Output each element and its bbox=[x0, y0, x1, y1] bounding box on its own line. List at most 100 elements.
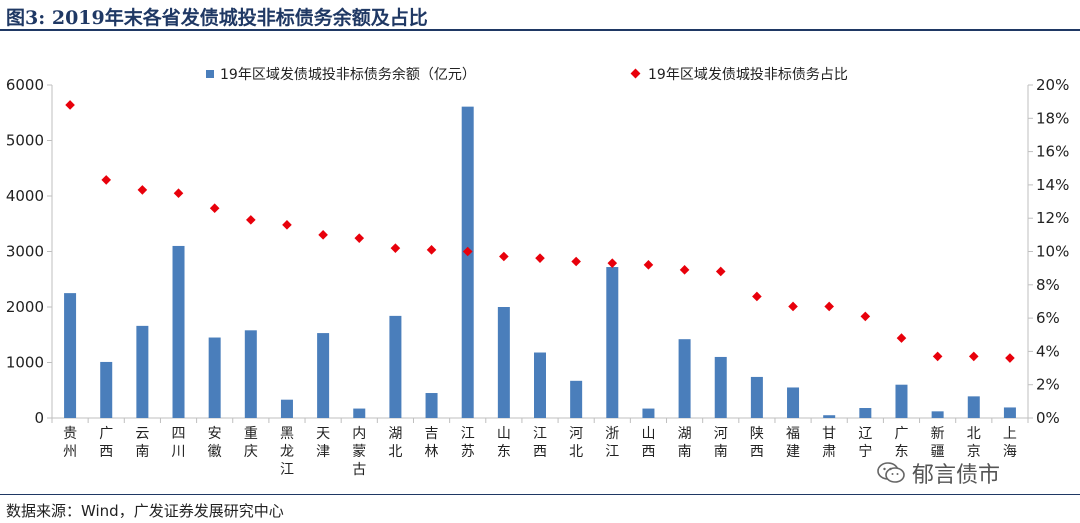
title-divider bbox=[0, 29, 1080, 31]
point-辽宁 bbox=[860, 311, 871, 322]
legend: 19年区域发债城投非标债务余额（亿元） 19年区域发债城投非标债务占比 bbox=[206, 66, 848, 83]
bar-山西 bbox=[642, 408, 655, 418]
bar-福建 bbox=[787, 387, 800, 418]
point-福建 bbox=[788, 301, 798, 312]
legend-bar-swatch bbox=[206, 70, 214, 78]
y-left-tick-label: 4000 bbox=[6, 187, 44, 205]
point-series bbox=[65, 100, 1015, 363]
bar-江苏 bbox=[461, 106, 474, 419]
point-安徽 bbox=[209, 203, 220, 214]
point-江西 bbox=[535, 253, 545, 263]
point-陕西 bbox=[752, 291, 762, 302]
bar-重庆 bbox=[244, 330, 257, 418]
y-right-tick-label: 2% bbox=[1036, 376, 1060, 394]
y-right-tick-label: 4% bbox=[1036, 342, 1060, 360]
x-tick-label-江西: 江西 bbox=[533, 426, 547, 460]
point-山东 bbox=[499, 251, 509, 262]
bar-云南 bbox=[136, 325, 149, 418]
watermark-text: 郁言债市 bbox=[912, 463, 1001, 488]
x-tick-label-重庆: 重庆 bbox=[244, 426, 258, 460]
y-right-tick-label: 14% bbox=[1036, 176, 1069, 194]
x-tick-label-贵州: 贵州 bbox=[63, 426, 77, 460]
chart-title: 图3: 2019年末各省发债城投非标债务余额及占比 bbox=[6, 7, 428, 29]
x-tick-label-湖南: 湖南 bbox=[678, 426, 692, 460]
point-浙江 bbox=[607, 258, 618, 268]
x-tick-label-福建: 福建 bbox=[786, 426, 800, 460]
x-tick-label-黑龙江: 黑龙江 bbox=[280, 426, 294, 478]
x-tick-label-辽宁: 辽宁 bbox=[858, 426, 872, 460]
chart: 19年区域发债城投非标债务余额（亿元） 19年区域发债城投非标债务占比 0 100… bbox=[6, 66, 1070, 478]
bar-山东 bbox=[497, 307, 510, 418]
legend-point-label: 19年区域发债城投非标债务占比 bbox=[648, 67, 848, 83]
y-right-tick-label: 16% bbox=[1036, 143, 1069, 161]
point-广东 bbox=[896, 333, 907, 343]
y-right-tick-label: 8% bbox=[1036, 276, 1060, 294]
bar-天津 bbox=[317, 333, 330, 418]
legend-bar-label: 19年区域发债城投非标债务余额（亿元） bbox=[220, 66, 476, 83]
bar-陕西 bbox=[750, 376, 763, 418]
x-tick-label-湖北: 湖北 bbox=[388, 426, 402, 460]
point-山西 bbox=[643, 260, 654, 270]
x-tick-label-江苏: 江苏 bbox=[461, 426, 475, 460]
y-right-tick-label: 18% bbox=[1036, 109, 1069, 127]
bar-内蒙古 bbox=[353, 408, 366, 418]
watermark: 郁言债市 bbox=[876, 458, 1000, 488]
y-left-tick-label: 1000 bbox=[6, 354, 44, 372]
title-bar: 图3: 2019年末各省发债城投非标债务余额及占比 bbox=[0, 0, 1080, 31]
point-湖北 bbox=[390, 243, 401, 253]
bar-江西 bbox=[534, 352, 546, 418]
bar-series bbox=[64, 106, 1016, 419]
point-河北 bbox=[571, 256, 581, 267]
x-tick-label-浙江: 浙江 bbox=[605, 426, 619, 460]
y-left-tick-label: 2000 bbox=[6, 298, 44, 316]
bar-湖北 bbox=[389, 315, 402, 418]
x-tick-label-天津: 天津 bbox=[316, 426, 330, 460]
bar-上海 bbox=[1003, 407, 1016, 418]
y-right-tick-label: 6% bbox=[1036, 309, 1060, 327]
legend-point-swatch bbox=[630, 68, 641, 79]
x-tick-label-云南: 云南 bbox=[135, 426, 149, 460]
source-note: 数据来源：Wind，广发证券发展研究中心 bbox=[6, 502, 284, 520]
y-right-tick-label: 10% bbox=[1036, 243, 1069, 261]
point-湖南 bbox=[679, 265, 690, 275]
point-上海 bbox=[1005, 353, 1015, 363]
point-黑龙江 bbox=[282, 220, 292, 230]
source-divider bbox=[0, 494, 1080, 495]
wechat-icon bbox=[877, 462, 905, 483]
bar-贵州 bbox=[64, 293, 77, 418]
bar-河北 bbox=[570, 380, 583, 418]
y-right-tick-label: 12% bbox=[1036, 209, 1069, 227]
bar-北京 bbox=[967, 396, 980, 418]
point-河南 bbox=[715, 266, 726, 277]
x-tick-label-吉林: 吉林 bbox=[425, 426, 439, 460]
x-tick-label-安徽: 安徽 bbox=[208, 426, 222, 460]
point-天津 bbox=[318, 230, 328, 240]
bar-广西 bbox=[100, 361, 113, 418]
axes: 0 1000 2000 3000 4000 5000 6000 0% 2% 4% 6% 8% 10% 12… bbox=[6, 76, 1070, 427]
point-北京 bbox=[968, 351, 979, 362]
point-新疆 bbox=[932, 351, 943, 362]
y-left-tick-label: 3000 bbox=[6, 243, 44, 261]
bar-甘肃 bbox=[823, 415, 836, 418]
x-tick-label-内蒙古: 内蒙古 bbox=[352, 426, 366, 478]
x-tick-label-四川: 四川 bbox=[172, 426, 186, 460]
bar-新疆 bbox=[931, 411, 944, 418]
y-left-tick-label: 0 bbox=[34, 409, 44, 427]
bar-四川 bbox=[172, 245, 185, 418]
bar-辽宁 bbox=[859, 408, 872, 418]
bar-河南 bbox=[714, 356, 727, 418]
point-吉林 bbox=[426, 245, 437, 255]
x-tick-label-北京: 北京 bbox=[967, 426, 981, 460]
y-right-tick-label: 20% bbox=[1036, 76, 1069, 94]
x-tick-label-山西: 山西 bbox=[641, 426, 655, 460]
y-left-tick-label: 6000 bbox=[6, 76, 44, 94]
point-四川 bbox=[173, 188, 184, 199]
bar-浙江 bbox=[606, 267, 619, 418]
x-tick-label-山东: 山东 bbox=[497, 426, 511, 460]
x-tick-label-广西: 广西 bbox=[99, 426, 113, 460]
x-tick-label-陕西: 陕西 bbox=[750, 426, 764, 460]
bar-湖南 bbox=[678, 339, 691, 418]
point-甘肃 bbox=[824, 301, 834, 312]
bar-广东 bbox=[895, 384, 908, 418]
x-tick-label-新疆: 新疆 bbox=[931, 426, 945, 460]
